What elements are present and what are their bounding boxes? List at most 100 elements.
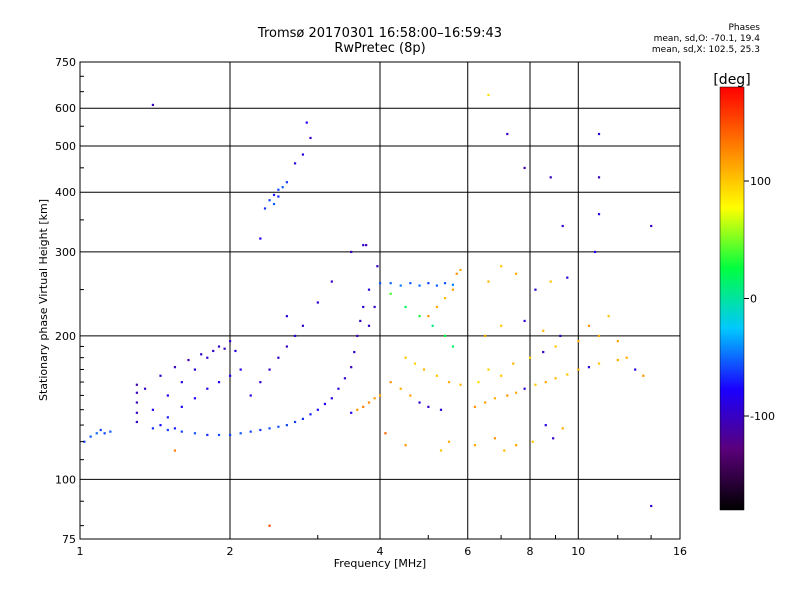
data-point xyxy=(180,405,183,408)
data-point xyxy=(484,401,487,404)
data-point xyxy=(217,345,221,348)
data-point xyxy=(309,413,312,416)
data-point xyxy=(301,324,305,327)
data-point xyxy=(389,282,392,285)
data-point xyxy=(173,366,177,369)
data-point xyxy=(301,153,305,156)
data-point xyxy=(473,405,477,408)
data-point xyxy=(200,353,203,356)
y-tick-label: 300 xyxy=(55,246,76,259)
data-point xyxy=(389,292,392,295)
data-point xyxy=(359,319,362,323)
x-tick-label: 10 xyxy=(571,545,585,558)
data-point xyxy=(259,381,262,384)
data-point xyxy=(487,93,490,97)
data-point xyxy=(234,349,237,353)
data-point xyxy=(542,350,545,354)
data-point xyxy=(447,440,451,443)
data-point xyxy=(439,408,443,411)
data-point xyxy=(376,265,379,268)
data-point xyxy=(223,347,226,350)
data-point xyxy=(427,405,430,408)
data-point xyxy=(587,366,591,369)
colorbar-gradient xyxy=(719,86,745,511)
data-point xyxy=(500,265,503,268)
data-point xyxy=(217,381,221,384)
data-point xyxy=(531,440,534,443)
data-point xyxy=(206,433,209,437)
x-tick-label: 8 xyxy=(527,545,534,558)
data-point xyxy=(534,288,537,291)
data-point xyxy=(309,136,312,140)
data-point xyxy=(268,199,271,202)
data-point xyxy=(642,374,645,377)
data-point xyxy=(272,202,276,206)
data-point xyxy=(451,345,455,348)
data-point xyxy=(268,524,271,527)
x-tick-label: 1 xyxy=(77,545,84,558)
data-point xyxy=(249,430,252,433)
data-point xyxy=(239,368,242,371)
data-point xyxy=(343,377,347,380)
y-axis: 75 100 200 300 400 500 600 750 xyxy=(55,56,84,546)
data-point xyxy=(305,121,308,124)
data-point xyxy=(259,237,262,240)
data-point xyxy=(268,368,271,371)
data-point xyxy=(285,345,288,348)
data-point xyxy=(418,284,421,287)
data-point xyxy=(616,358,619,362)
data-point xyxy=(487,368,490,371)
data-point xyxy=(616,340,619,343)
data-point xyxy=(597,132,601,136)
data-point xyxy=(559,334,562,338)
data-point xyxy=(447,381,451,384)
data-point xyxy=(597,213,601,216)
data-point xyxy=(427,315,430,318)
data-point xyxy=(99,428,102,432)
data-points xyxy=(83,93,653,527)
data-point xyxy=(409,394,412,397)
data-point xyxy=(451,283,455,286)
data-point xyxy=(523,387,526,390)
data-point xyxy=(373,305,376,309)
data-point xyxy=(362,405,365,408)
data-point xyxy=(413,362,417,365)
data-point xyxy=(293,162,297,165)
data-point xyxy=(272,193,276,197)
data-point xyxy=(239,432,242,435)
data-point xyxy=(135,411,138,414)
data-point xyxy=(534,383,537,386)
data-point xyxy=(281,186,284,189)
data-point xyxy=(399,387,402,390)
colorbar-tick-label: 100 xyxy=(750,175,771,188)
data-point xyxy=(367,401,371,404)
data-point xyxy=(650,504,653,508)
data-point xyxy=(577,340,580,343)
data-point xyxy=(544,424,547,427)
data-point xyxy=(431,324,434,327)
data-point xyxy=(187,358,190,362)
data-point xyxy=(350,366,353,369)
y-tick-label: 75 xyxy=(62,533,76,546)
data-point xyxy=(399,284,402,287)
data-point xyxy=(350,250,353,254)
data-point xyxy=(285,424,288,427)
data-point xyxy=(404,356,407,359)
data-point xyxy=(544,381,547,384)
data-point xyxy=(404,444,407,447)
plot-frame xyxy=(79,61,681,540)
data-point xyxy=(212,349,215,353)
data-point xyxy=(422,368,426,371)
data-point xyxy=(552,437,555,440)
y-tick-label: 600 xyxy=(55,102,76,115)
data-point xyxy=(523,166,526,170)
data-point xyxy=(566,373,569,376)
data-point xyxy=(542,329,545,332)
data-point xyxy=(135,383,138,386)
data-point xyxy=(135,420,138,424)
data-point xyxy=(193,432,197,435)
data-point xyxy=(523,319,526,323)
x-tick-label: 4 xyxy=(377,545,384,558)
data-point xyxy=(512,362,515,365)
data-point xyxy=(293,420,297,424)
